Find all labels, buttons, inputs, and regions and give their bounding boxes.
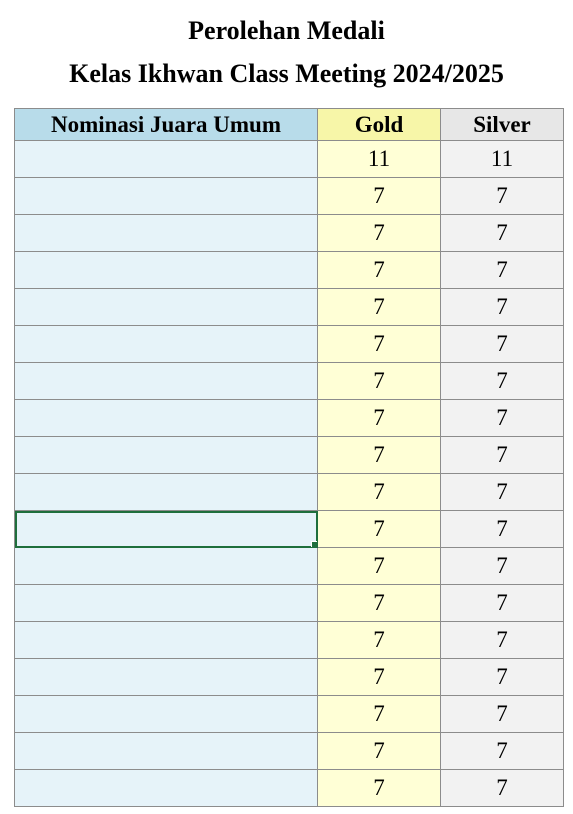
cell-gold[interactable]: 7: [317, 473, 441, 511]
cell-silver[interactable]: 11: [440, 140, 564, 178]
cell-gold[interactable]: 7: [317, 658, 441, 696]
cell-name[interactable]: [14, 177, 318, 215]
cell-silver[interactable]: 7: [440, 510, 564, 548]
cell-gold[interactable]: 7: [317, 214, 441, 252]
cell-silver[interactable]: 7: [440, 362, 564, 400]
cell-silver[interactable]: 7: [440, 584, 564, 622]
cell-silver[interactable]: 7: [440, 769, 564, 807]
cell-silver[interactable]: 7: [440, 695, 564, 733]
cell-silver[interactable]: 7: [440, 325, 564, 363]
cell-silver[interactable]: 7: [440, 436, 564, 474]
title-line-1: Perolehan Medali: [188, 16, 385, 45]
cell-name[interactable]: [14, 695, 318, 733]
cell-silver[interactable]: 7: [440, 547, 564, 585]
table-body: 11 11 7 7 7 7 7 7 7 7 7 7 7 7 7 7 7 7 7 7 7 7 7 7 7 7 7 7 7 7 7 7 7 7 7 7: [14, 140, 564, 807]
cell-gold[interactable]: 7: [317, 288, 441, 326]
cell-silver[interactable]: 7: [440, 658, 564, 696]
cell-gold[interactable]: 7: [317, 399, 441, 437]
cell-gold[interactable]: 7: [317, 769, 441, 807]
cell-gold[interactable]: 7: [317, 510, 441, 548]
header-cell-silver[interactable]: Silver: [440, 108, 564, 141]
cell-gold[interactable]: 7: [317, 325, 441, 363]
cell-name[interactable]: [14, 399, 318, 437]
header-cell-gold[interactable]: Gold: [317, 108, 441, 141]
cell-gold[interactable]: 7: [317, 621, 441, 659]
cell-silver[interactable]: 7: [440, 732, 564, 770]
cell-name[interactable]: [14, 473, 318, 511]
cell-name[interactable]: [14, 547, 318, 585]
cell-gold[interactable]: 7: [317, 584, 441, 622]
header-cell-name[interactable]: Nominasi Juara Umum: [14, 108, 318, 141]
cell-gold[interactable]: 7: [317, 547, 441, 585]
cell-name[interactable]: [14, 621, 318, 659]
cell-name[interactable]: [14, 658, 318, 696]
cell-gold[interactable]: 7: [317, 436, 441, 474]
cell-name[interactable]: [14, 140, 318, 178]
cell-gold[interactable]: 11: [317, 140, 441, 178]
cell-silver[interactable]: 7: [440, 251, 564, 289]
cell-gold[interactable]: 7: [317, 362, 441, 400]
cell-name[interactable]: [14, 510, 318, 548]
cell-gold[interactable]: 7: [317, 251, 441, 289]
cell-name[interactable]: [14, 584, 318, 622]
cell-silver[interactable]: 7: [440, 177, 564, 215]
title-line-2: Kelas Ikhwan Class Meeting 2024/2025: [69, 59, 504, 88]
medal-table: Nominasi Juara Umum Gold Silver 11 11 7 7 7 7…: [14, 108, 564, 807]
fill-handle[interactable]: [311, 541, 317, 547]
header-row: Nominasi Juara Umum Gold Silver: [14, 108, 564, 141]
cell-name[interactable]: [14, 436, 318, 474]
cell-silver[interactable]: 7: [440, 214, 564, 252]
cell-silver[interactable]: 7: [440, 473, 564, 511]
cell-name[interactable]: [14, 362, 318, 400]
cell-silver[interactable]: 7: [440, 399, 564, 437]
cell-name[interactable]: [14, 732, 318, 770]
cell-name[interactable]: [14, 251, 318, 289]
cell-gold[interactable]: 7: [317, 177, 441, 215]
cell-silver[interactable]: 7: [440, 621, 564, 659]
table-row: 11 11: [14, 140, 564, 178]
cell-silver[interactable]: 7: [440, 288, 564, 326]
cell-name[interactable]: [14, 214, 318, 252]
cell-gold[interactable]: 7: [317, 695, 441, 733]
cell-name[interactable]: [14, 325, 318, 363]
cell-name[interactable]: [14, 769, 318, 807]
cell-gold[interactable]: 7: [317, 732, 441, 770]
cell-name[interactable]: [14, 288, 318, 326]
